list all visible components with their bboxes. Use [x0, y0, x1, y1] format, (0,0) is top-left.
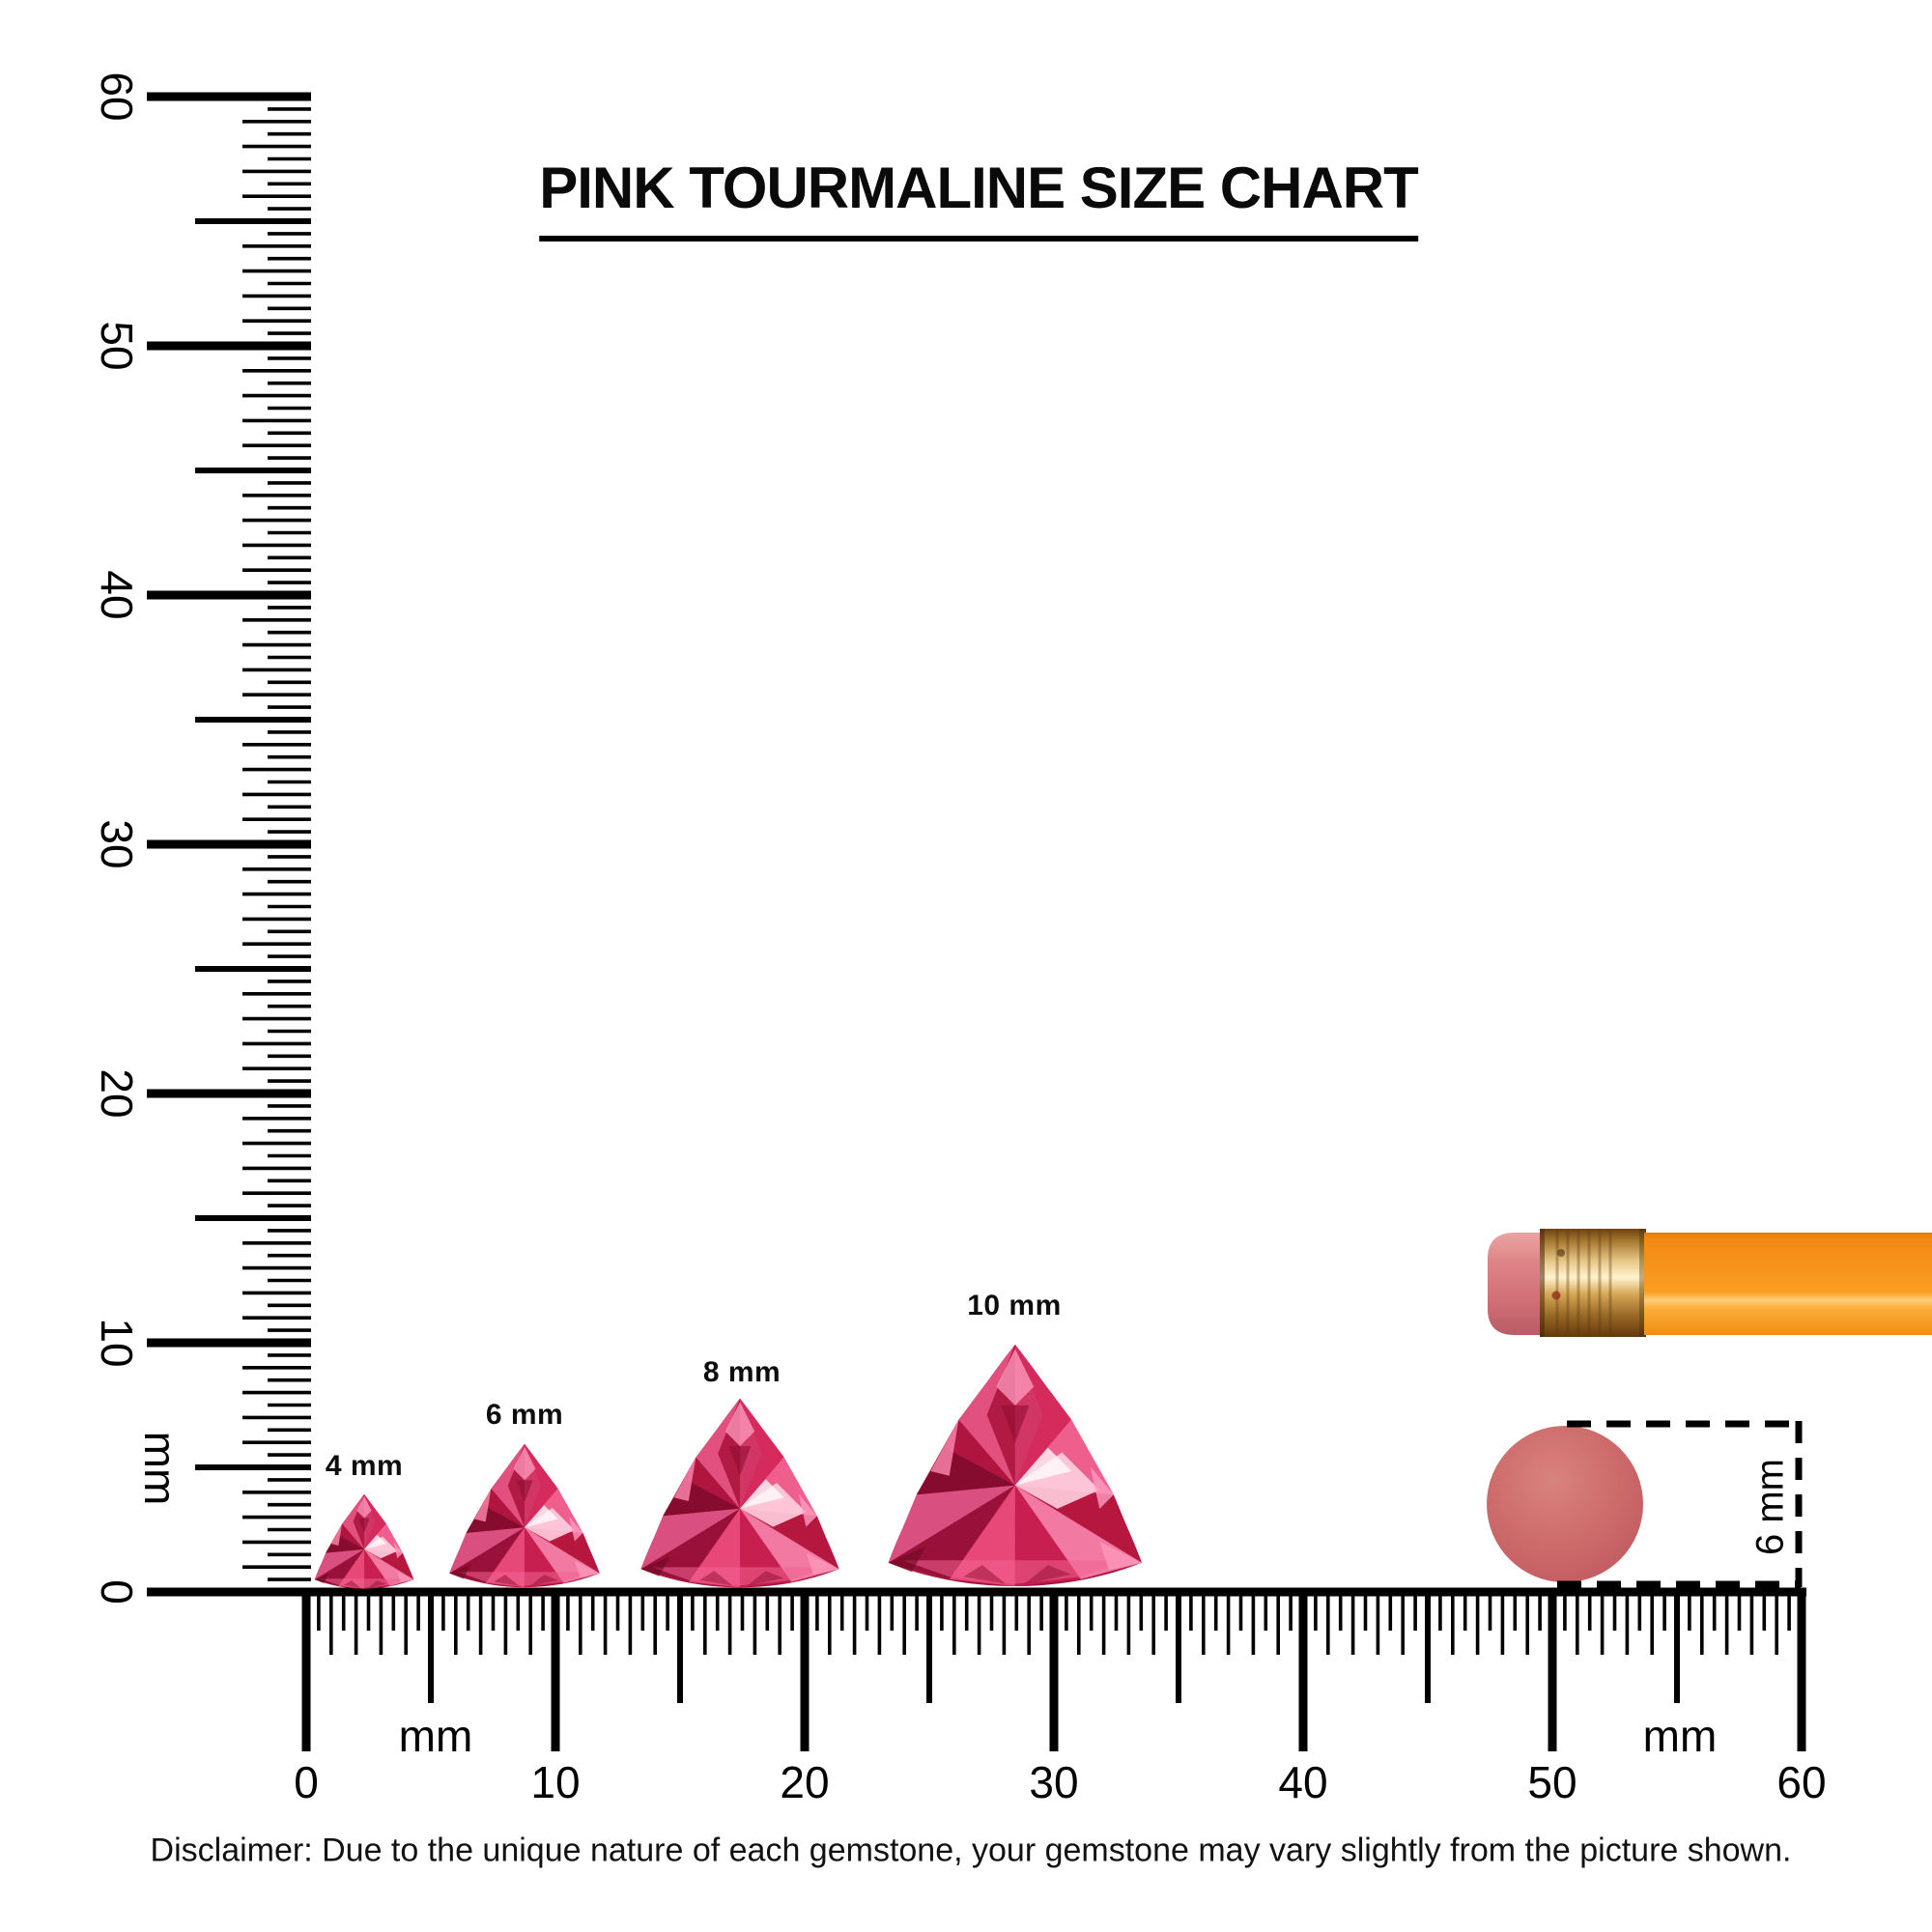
vertical-ruler-unit-label: mm	[135, 1431, 185, 1506]
gem-10mm	[888, 1344, 1143, 1587]
vertical-ruler-label-40: 40	[92, 570, 142, 620]
horizontal-ruler-label-0: 0	[294, 1757, 319, 1807]
gem-8mm-label: 8 mm	[702, 1356, 781, 1388]
gem-4mm	[314, 1493, 414, 1589]
vertical-ruler-label-50: 50	[92, 321, 142, 371]
pencil-eraser	[1488, 1233, 1547, 1335]
horizontal-ruler-label-40: 40	[1278, 1757, 1328, 1807]
vertical-ruler-ticks	[147, 92, 311, 1597]
vertical-ruler-label-10: 10	[92, 1318, 142, 1368]
horizontal-ruler-unit-label-left: mm	[398, 1711, 473, 1761]
dashed-measurement-box	[1557, 1420, 1803, 1588]
horizontal-ruler-ticks	[301, 1592, 1806, 1751]
pencil	[1488, 1229, 1932, 1337]
gem-4mm-label: 4 mm	[325, 1450, 404, 1482]
horizontal-ruler-label-60: 60	[1776, 1757, 1827, 1807]
disclaimer-text: Disclaimer: Due to the unique nature of …	[150, 1832, 1792, 1869]
eraser-top-circle	[1487, 1426, 1643, 1582]
horizontal-ruler-label-20: 20	[780, 1757, 830, 1807]
horizontal-ruler-label-30: 30	[1029, 1757, 1079, 1807]
vertical-ruler-label-30: 30	[92, 819, 142, 869]
horizontal-ruler-label-10: 10	[530, 1757, 581, 1807]
gem-6mm-label: 6 mm	[485, 1399, 564, 1431]
pencil-body	[1644, 1233, 1932, 1335]
gem-8mm	[640, 1398, 839, 1588]
gem-6mm	[449, 1443, 600, 1588]
eraser-diameter-label: 6 mm	[1748, 1459, 1792, 1555]
vertical-ruler-label-20: 20	[92, 1068, 142, 1119]
pencil-ferrule	[1540, 1229, 1646, 1337]
horizontal-ruler-unit-label-right: mm	[1642, 1711, 1718, 1761]
vertical-ruler-label-60: 60	[92, 71, 142, 122]
horizontal-ruler-label-50: 50	[1527, 1757, 1577, 1807]
vertical-ruler-label-0: 0	[92, 1579, 142, 1605]
page-title: PINK TOURMALINE SIZE CHART	[539, 155, 1419, 242]
gem-10mm-label: 10 mm	[967, 1290, 1062, 1321]
